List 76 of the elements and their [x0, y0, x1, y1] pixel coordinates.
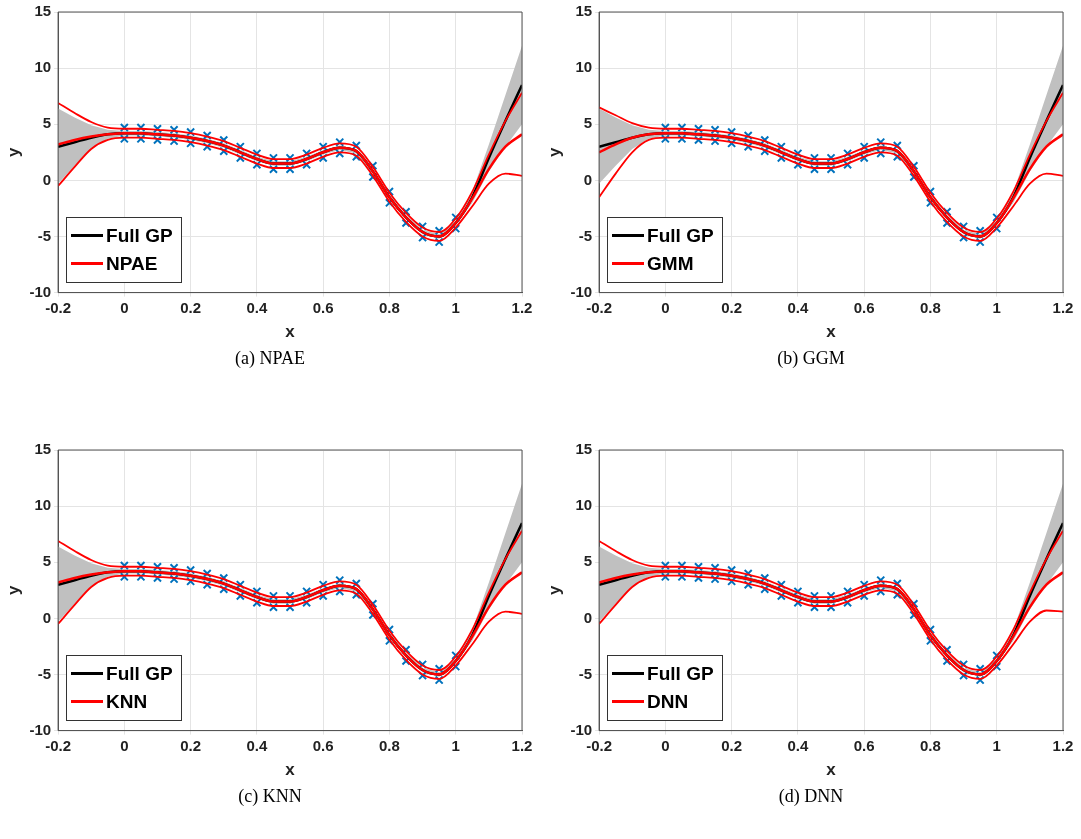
x-tick-label: 1	[451, 736, 460, 754]
text: (a) NPAE	[234, 348, 306, 369]
x-tick-label: 0.8	[379, 298, 400, 316]
text: (b) GGM	[776, 348, 846, 369]
y-tick-label: 10	[34, 58, 52, 76]
y-axis-title: y	[3, 147, 23, 158]
x-tick-label: 0.8	[920, 298, 941, 316]
x-tick-label: 0.6	[312, 298, 334, 316]
x-tick-label: -0.2	[586, 298, 613, 316]
x-tick-label: 0	[120, 298, 129, 316]
x-tick-label: -0.2	[586, 736, 613, 754]
x-tick-label: 1.2	[1052, 298, 1074, 316]
x-tick-label: 0.2	[180, 298, 202, 316]
y-tick-label: -10	[29, 282, 52, 300]
x-tick-label: 0.4	[246, 736, 268, 754]
x-tick-label: 1	[992, 298, 1001, 316]
x-tick-label: 0.6	[853, 736, 875, 754]
y-axis-title: y	[3, 585, 23, 596]
y-tick-label: 15	[34, 440, 52, 458]
x-tick-label: 0.8	[379, 736, 400, 754]
y-tick-label: 0	[583, 170, 593, 188]
legend-label: Full GP	[647, 662, 714, 685]
y-tick-label: 5	[42, 552, 52, 570]
legend-label: Full GP	[106, 662, 173, 685]
legend-label: KNN	[106, 690, 148, 713]
x-tick-label: 0	[120, 736, 129, 754]
legend-label: DNN	[647, 690, 689, 713]
y-axis-title: y	[544, 147, 564, 158]
y-tick-label: 0	[583, 608, 593, 626]
x-tick-label: 1	[992, 736, 1001, 754]
x-axis-title: x	[285, 322, 296, 342]
x-tick-label: 1	[451, 298, 460, 316]
x-tick-label: 0.2	[721, 736, 743, 754]
x-tick-label: 0.6	[853, 298, 875, 316]
legend-label: Full GP	[647, 224, 714, 247]
y-tick-label: 10	[575, 58, 593, 76]
y-tick-label: 5	[583, 114, 593, 132]
x-tick-label: 1.2	[1052, 736, 1074, 754]
x-tick-label: 0.4	[787, 736, 809, 754]
legend-label: GMM	[647, 252, 694, 275]
x-tick-label: 0.4	[246, 298, 268, 316]
x-tick-label: -0.2	[45, 298, 72, 316]
x-tick-label: 1.2	[511, 298, 533, 316]
y-tick-label: -10	[570, 282, 593, 300]
y-tick-label: 15	[34, 2, 52, 20]
x-tick-label: 0.2	[721, 298, 743, 316]
x-tick-label: 0.2	[180, 736, 202, 754]
x-axis-title: x	[285, 760, 296, 780]
x-tick-label: 0.8	[920, 736, 941, 754]
y-axis-title: y	[544, 585, 564, 596]
y-tick-label: -10	[29, 720, 52, 738]
y-tick-label: 15	[575, 2, 593, 20]
y-tick-label: -10	[570, 720, 593, 738]
y-tick-label: -5	[578, 664, 593, 682]
y-tick-label: -5	[578, 226, 593, 244]
y-tick-label: 5	[42, 114, 52, 132]
x-tick-label: -0.2	[45, 736, 72, 754]
x-tick-label: 0	[661, 298, 670, 316]
y-tick-label: 0	[42, 170, 52, 188]
y-tick-label: 10	[34, 496, 52, 514]
x-axis-title: x	[826, 322, 837, 342]
text: (d) DNN	[777, 786, 845, 807]
y-tick-label: 0	[42, 608, 52, 626]
x-tick-label: 1.2	[511, 736, 533, 754]
x-tick-label: 0	[661, 736, 670, 754]
y-tick-label: 15	[575, 440, 593, 458]
x-tick-label: 0.4	[787, 298, 809, 316]
text: (c) KNN	[237, 786, 303, 807]
x-tick-label: 0.6	[312, 736, 334, 754]
y-tick-label: -5	[37, 226, 52, 244]
x-axis-title: x	[826, 760, 837, 780]
legend-label: NPAE	[106, 252, 158, 275]
y-tick-label: 5	[583, 552, 593, 570]
legend-label: Full GP	[106, 224, 173, 247]
y-tick-label: 10	[575, 496, 593, 514]
y-tick-label: -5	[37, 664, 52, 682]
